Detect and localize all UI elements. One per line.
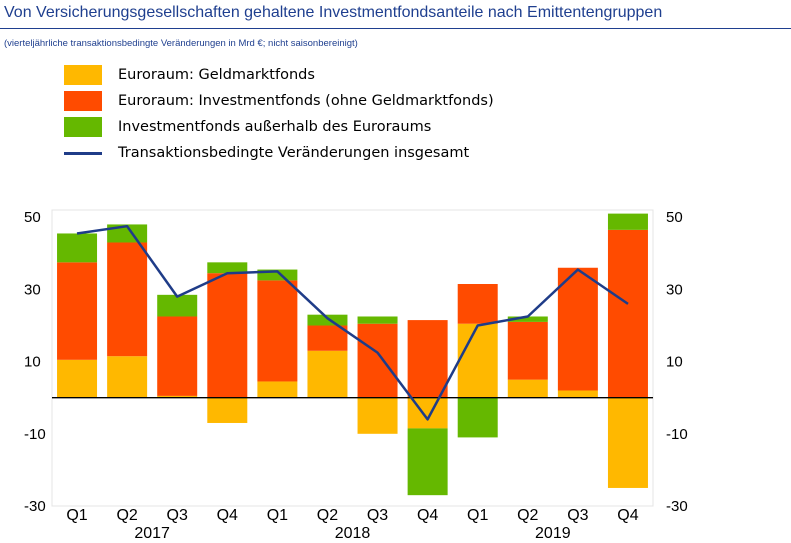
- plot-frame: [51, 209, 654, 507]
- legend-item-investmentfonds: Euroraum: Investmentfonds (ohne Geldmark…: [64, 88, 494, 114]
- chart-title: Von Versicherungsgesellschaften gehalten…: [4, 4, 663, 21]
- legend-item-insgesamt: Transaktionsbedingte Veränderungen insge…: [64, 140, 494, 166]
- legend-item-ausserhalb-euroraum: Investmentfonds außerhalb des Euroraums: [64, 114, 494, 140]
- bar-segment-1-1: [57, 359, 98, 398]
- legend-swatch-geldmarktfonds: [64, 65, 102, 85]
- bar-segment-3-6: [307, 314, 348, 326]
- y-tick-left-30: 30: [24, 281, 41, 298]
- x-tick-1: Q1: [66, 507, 87, 524]
- x-tick-4: Q4: [217, 507, 238, 524]
- bar-segment-3-7: [357, 316, 398, 324]
- legend-label-investmentfonds: Euroraum: Investmentfonds (ohne Geldmark…: [118, 93, 494, 109]
- bar-segment-1-10: [507, 379, 548, 398]
- y-tick-right-50: 50: [666, 209, 683, 226]
- legend-item-geldmarktfonds: Euroraum: Geldmarktfonds: [64, 62, 494, 88]
- legend: Euroraum: Geldmarktfonds Euroraum: Inves…: [64, 62, 494, 166]
- bar-segment-3-12: [607, 213, 648, 230]
- legend-swatch-ausserhalb-euroraum: [64, 117, 102, 137]
- bar-segment-3-10: [507, 316, 548, 322]
- title-divider: [0, 28, 791, 29]
- legend-label-geldmarktfonds: Euroraum: Geldmarktfonds: [118, 67, 315, 83]
- bar-segment-2-3: [157, 316, 198, 396]
- y-tick-left--30: -30: [24, 498, 46, 515]
- bar-segment-1-5: [257, 381, 298, 398]
- x-tick-2: Q2: [116, 507, 137, 524]
- bar-segment-2-6: [307, 325, 348, 351]
- y-tick-right--30: -30: [666, 498, 688, 515]
- x-tick-5: Q1: [267, 507, 288, 524]
- bar-segment-3-3: [157, 294, 198, 317]
- bar-segment-1-11: [557, 390, 598, 398]
- y-tick-left--10: -10: [24, 426, 46, 443]
- x-tick-3: Q3: [167, 507, 188, 524]
- x-tick-11: Q3: [567, 507, 588, 524]
- x-tick-8: Q4: [417, 507, 438, 524]
- x-tick-6: Q2: [317, 507, 338, 524]
- bar-segment-3-5: [257, 269, 298, 281]
- bar-segment-2-9: [457, 284, 498, 324]
- year-label-2019: 2019: [535, 525, 571, 542]
- bar-segment-1-4: [207, 397, 248, 423]
- chart-subtitle: (vierteljährliche transaktionsbedingte V…: [4, 38, 358, 49]
- bar-segment-2-12: [607, 229, 648, 398]
- bar-segment-2-5: [257, 280, 298, 382]
- total-line: [76, 224, 629, 421]
- y-tick-right-10: 10: [666, 354, 683, 371]
- bar-segment-2-1: [57, 262, 98, 360]
- bar-segment-2-7: [357, 323, 398, 398]
- bar-segment-1-9: [457, 323, 498, 398]
- y-tick-left-50: 50: [24, 209, 41, 226]
- bar-segment-1-6: [307, 350, 348, 398]
- bar-segment-1-3: [157, 395, 198, 398]
- bar-segment-2-8: [407, 320, 448, 398]
- x-tick-12: Q4: [617, 507, 638, 524]
- legend-label-insgesamt: Transaktionsbedingte Veränderungen insge…: [118, 145, 470, 161]
- x-tick-9: Q1: [467, 507, 488, 524]
- y-tick-left-10: 10: [24, 354, 41, 371]
- bar-segment-1-7: [357, 397, 398, 434]
- bar-segment-3-8: [407, 428, 448, 496]
- legend-label-ausserhalb-euroraum: Investmentfonds außerhalb des Euroraums: [118, 119, 432, 135]
- x-tick-7: Q3: [367, 507, 388, 524]
- legend-swatch-insgesamt: [64, 143, 102, 163]
- x-tick-10: Q2: [517, 507, 538, 524]
- bar-segment-1-2: [107, 356, 148, 398]
- year-label-2018: 2018: [335, 525, 371, 542]
- bar-segment-2-10: [507, 321, 548, 380]
- bar-segment-2-11: [557, 267, 598, 391]
- bar-segment-3-4: [207, 262, 248, 274]
- year-label-2017: 2017: [134, 525, 170, 542]
- bar-segment-3-1: [57, 233, 98, 263]
- legend-swatch-investmentfonds: [64, 91, 102, 111]
- y-tick-right--10: -10: [666, 426, 688, 443]
- bar-segment-2-4: [207, 273, 248, 398]
- y-tick-right-30: 30: [666, 281, 683, 298]
- bar-segment-3-2: [107, 224, 148, 243]
- bar-segment-3-9: [457, 397, 498, 438]
- bar-segment-2-2: [107, 242, 148, 357]
- bar-segment-1-12: [607, 397, 648, 488]
